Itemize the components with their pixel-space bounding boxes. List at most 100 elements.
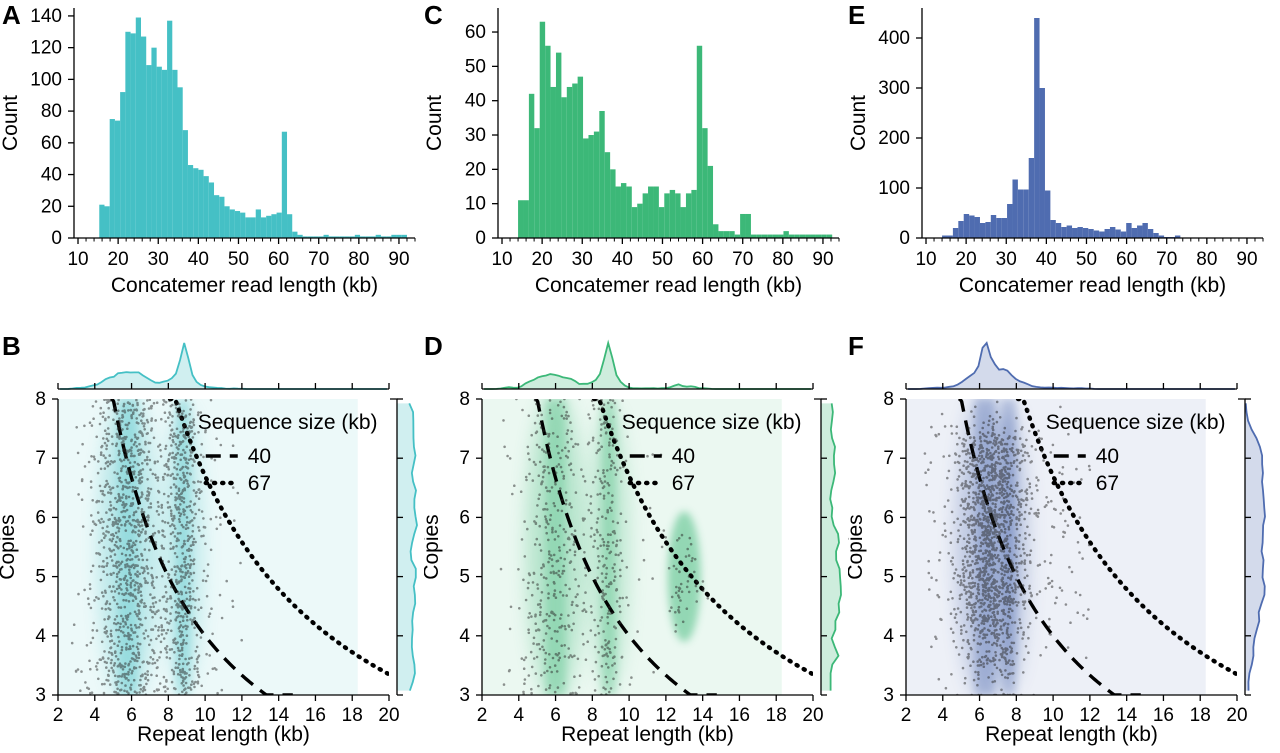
svg-text:20: 20 <box>956 249 977 270</box>
svg-text:4: 4 <box>459 626 470 647</box>
svg-text:18: 18 <box>1190 705 1211 726</box>
svg-text:300: 300 <box>878 78 910 99</box>
svg-text:Repeat length (kb): Repeat length (kb) <box>985 723 1158 746</box>
svg-text:20: 20 <box>465 159 486 180</box>
svg-text:Concatemer read length (kb): Concatemer read length (kb) <box>111 274 378 297</box>
svg-text:20: 20 <box>802 705 823 726</box>
svg-text:67: 67 <box>248 472 271 495</box>
svg-text:20: 20 <box>108 249 129 270</box>
svg-text:6: 6 <box>550 705 561 726</box>
svg-text:Copies: Copies <box>848 514 867 579</box>
svg-text:50: 50 <box>465 56 486 77</box>
svg-text:120: 120 <box>30 38 62 59</box>
svg-text:80: 80 <box>772 249 793 270</box>
svg-text:6: 6 <box>126 705 137 726</box>
svg-text:8: 8 <box>883 389 894 410</box>
svg-text:40: 40 <box>248 445 271 468</box>
svg-text:0: 0 <box>51 228 62 249</box>
svg-text:7: 7 <box>35 448 46 469</box>
svg-text:Copies: Copies <box>0 514 19 579</box>
svg-text:4: 4 <box>883 626 894 647</box>
svg-text:Sequence size (kb): Sequence size (kb) <box>1046 411 1226 434</box>
svg-text:30: 30 <box>465 125 486 146</box>
svg-text:Concatemer read length (kb): Concatemer read length (kb) <box>535 274 802 297</box>
svg-text:20: 20 <box>41 196 62 217</box>
svg-text:0: 0 <box>475 228 486 249</box>
svg-text:60: 60 <box>268 249 289 270</box>
svg-text:0: 0 <box>899 228 910 249</box>
svg-text:40: 40 <box>41 165 62 186</box>
svg-text:6: 6 <box>35 507 46 528</box>
svg-text:90: 90 <box>812 249 833 270</box>
svg-text:70: 70 <box>308 249 329 270</box>
svg-text:Count: Count <box>0 95 22 151</box>
svg-text:3: 3 <box>35 685 46 706</box>
svg-text:5: 5 <box>459 567 470 588</box>
svg-text:4: 4 <box>35 626 46 647</box>
svg-text:6: 6 <box>974 705 985 726</box>
svg-text:60: 60 <box>465 22 486 43</box>
svg-text:200: 200 <box>878 128 910 149</box>
svg-text:50: 50 <box>652 249 673 270</box>
svg-text:Count: Count <box>848 95 870 151</box>
svg-text:Repeat length (kb): Repeat length (kb) <box>137 723 310 746</box>
svg-text:4: 4 <box>937 705 948 726</box>
svg-text:5: 5 <box>35 567 46 588</box>
svg-text:400: 400 <box>878 28 910 49</box>
svg-text:20: 20 <box>378 705 399 726</box>
svg-text:7: 7 <box>459 448 470 469</box>
svg-text:50: 50 <box>1076 249 1097 270</box>
svg-text:7: 7 <box>883 448 894 469</box>
svg-text:Sequence size (kb): Sequence size (kb) <box>198 411 378 434</box>
svg-text:Repeat length (kb): Repeat length (kb) <box>561 723 734 746</box>
svg-text:40: 40 <box>1096 445 1119 468</box>
svg-text:4: 4 <box>513 705 524 726</box>
svg-text:67: 67 <box>672 472 695 495</box>
svg-text:70: 70 <box>732 249 753 270</box>
svg-text:10: 10 <box>915 249 936 270</box>
svg-text:67: 67 <box>1096 472 1119 495</box>
svg-text:40: 40 <box>672 445 695 468</box>
svg-text:30: 30 <box>996 249 1017 270</box>
svg-text:70: 70 <box>1156 249 1177 270</box>
svg-text:2: 2 <box>901 705 912 726</box>
svg-text:2: 2 <box>477 705 488 726</box>
svg-text:40: 40 <box>612 249 633 270</box>
svg-text:60: 60 <box>1116 249 1137 270</box>
svg-text:3: 3 <box>459 685 470 706</box>
svg-text:30: 30 <box>572 249 593 270</box>
svg-text:8: 8 <box>35 389 46 410</box>
svg-text:40: 40 <box>188 249 209 270</box>
svg-text:140: 140 <box>30 6 62 27</box>
svg-text:10: 10 <box>67 249 88 270</box>
svg-text:80: 80 <box>1196 249 1217 270</box>
svg-text:Count: Count <box>424 95 446 151</box>
svg-text:60: 60 <box>41 133 62 154</box>
svg-text:6: 6 <box>459 507 470 528</box>
svg-text:20: 20 <box>532 249 553 270</box>
svg-text:100: 100 <box>878 178 910 199</box>
svg-text:40: 40 <box>1036 249 1057 270</box>
svg-text:30: 30 <box>148 249 169 270</box>
svg-text:4: 4 <box>89 705 100 726</box>
svg-text:Concatemer read length (kb): Concatemer read length (kb) <box>959 274 1226 297</box>
svg-text:10: 10 <box>491 249 512 270</box>
svg-text:90: 90 <box>1236 249 1257 270</box>
svg-text:2: 2 <box>53 705 64 726</box>
svg-text:60: 60 <box>692 249 713 270</box>
svg-text:100: 100 <box>30 69 62 90</box>
svg-text:Sequence size (kb): Sequence size (kb) <box>622 411 802 434</box>
svg-text:10: 10 <box>465 194 486 215</box>
svg-text:3: 3 <box>883 685 894 706</box>
svg-text:Copies: Copies <box>424 514 443 579</box>
svg-text:20: 20 <box>1226 705 1247 726</box>
svg-text:80: 80 <box>348 249 369 270</box>
svg-text:50: 50 <box>228 249 249 270</box>
svg-text:5: 5 <box>883 567 894 588</box>
svg-text:90: 90 <box>388 249 409 270</box>
svg-text:18: 18 <box>342 705 363 726</box>
svg-text:18: 18 <box>766 705 787 726</box>
svg-text:80: 80 <box>41 101 62 122</box>
svg-text:8: 8 <box>459 389 470 410</box>
svg-text:6: 6 <box>883 507 894 528</box>
